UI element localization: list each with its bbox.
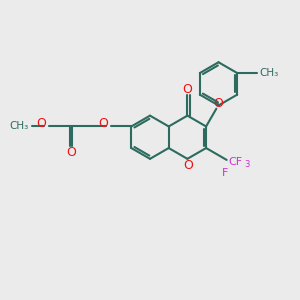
Text: O: O [183, 159, 193, 172]
Text: O: O [36, 117, 46, 130]
Text: O: O [182, 83, 192, 96]
Text: CH₃: CH₃ [10, 122, 29, 131]
Text: CH₃: CH₃ [260, 68, 279, 78]
Text: O: O [213, 97, 223, 110]
Text: O: O [98, 117, 108, 130]
Text: F: F [221, 168, 228, 178]
Text: CF: CF [229, 157, 243, 167]
Text: 3: 3 [244, 160, 250, 169]
Text: O: O [66, 146, 76, 159]
